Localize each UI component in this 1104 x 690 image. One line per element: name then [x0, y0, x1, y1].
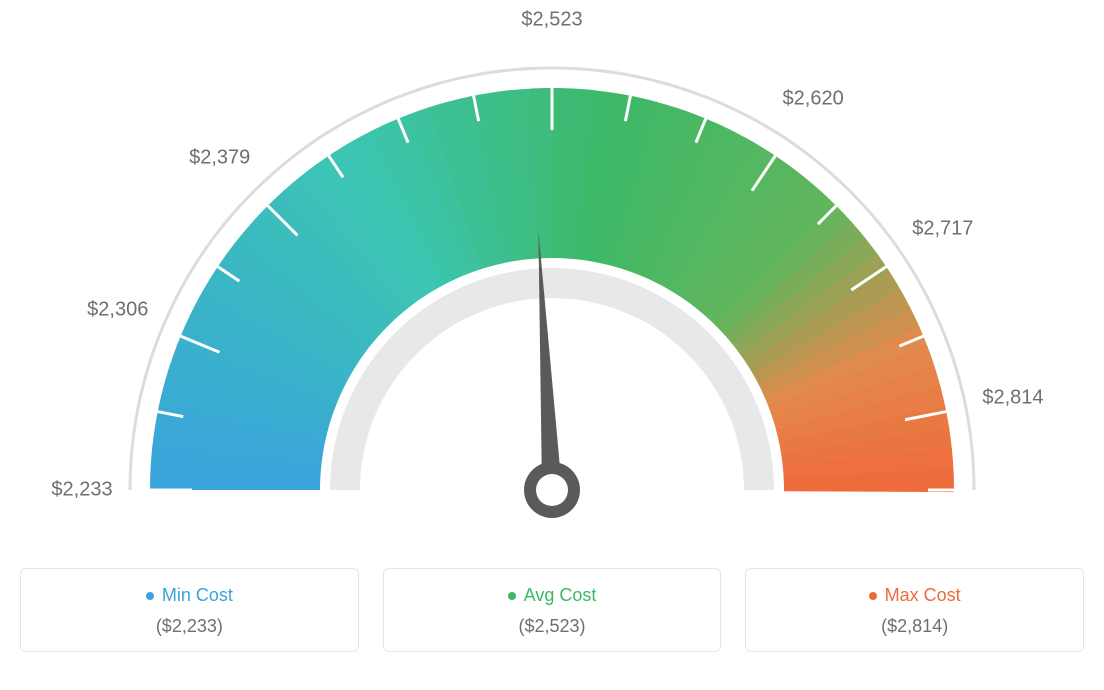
gauge-svg — [20, 20, 1084, 540]
legend-value-max: ($2,814) — [881, 616, 948, 637]
gauge-tick-label: $2,233 — [51, 479, 112, 502]
legend-value-min: ($2,233) — [156, 616, 223, 637]
legend-title-max: Max Cost — [869, 585, 961, 606]
gauge-tick-label: $2,620 — [783, 88, 844, 111]
legend-label: Avg Cost — [524, 585, 597, 606]
legend-title-avg: Avg Cost — [508, 585, 597, 606]
legend-card-avg: Avg Cost ($2,523) — [383, 568, 722, 652]
gauge-tick-label: $2,717 — [912, 217, 973, 240]
gauge-tick-label: $2,814 — [982, 387, 1043, 410]
legend-card-max: Max Cost ($2,814) — [745, 568, 1084, 652]
gauge-tick-label: $2,306 — [87, 299, 148, 322]
legend-card-min: Min Cost ($2,233) — [20, 568, 359, 652]
legend-label: Min Cost — [162, 585, 233, 606]
gauge-tick-label: $2,523 — [521, 9, 582, 32]
legend-title-min: Min Cost — [146, 585, 233, 606]
legend-value-avg: ($2,523) — [518, 616, 585, 637]
gauge-chart: $2,233$2,306$2,379$2,523$2,620$2,717$2,8… — [20, 20, 1084, 540]
gauge-tick-label: $2,379 — [189, 146, 250, 169]
bullet-icon — [146, 592, 154, 600]
legend-row: Min Cost ($2,233) Avg Cost ($2,523) Max … — [20, 568, 1084, 652]
legend-label: Max Cost — [885, 585, 961, 606]
bullet-icon — [508, 592, 516, 600]
bullet-icon — [869, 592, 877, 600]
